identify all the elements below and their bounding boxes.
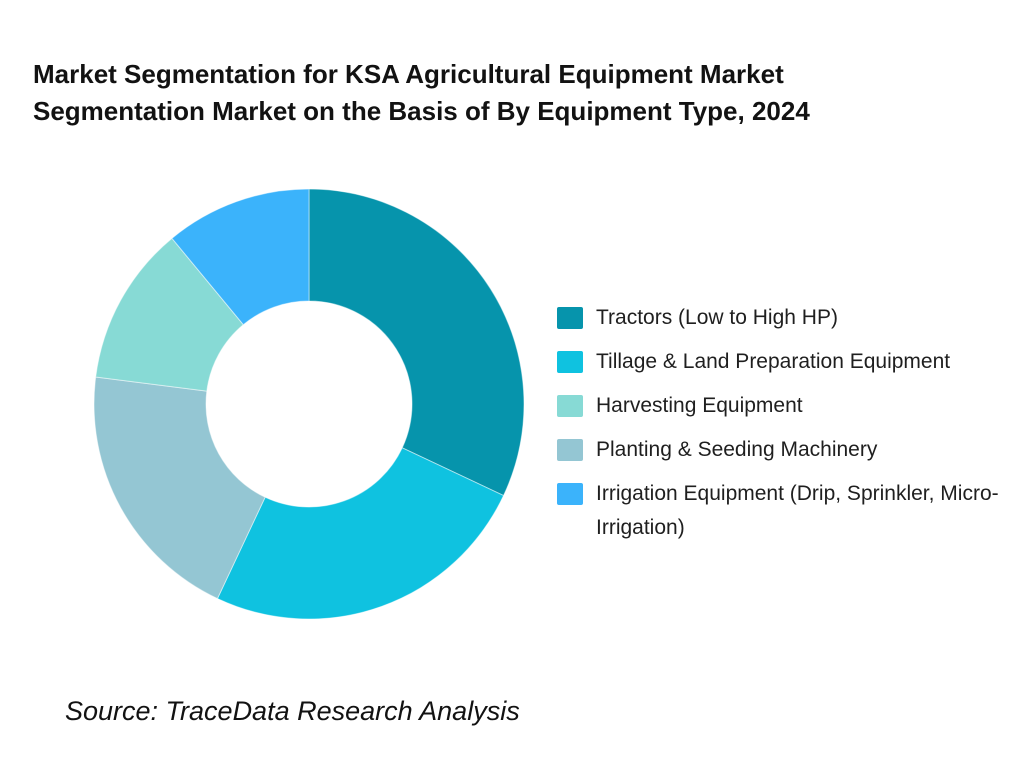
chart-title-line-1: Market Segmentation for KSA Agricultural… (33, 59, 784, 89)
legend-label: Tractors (Low to High HP) (596, 306, 838, 329)
legend-item: Tillage & Land Preparation Equipment (557, 345, 1023, 379)
legend-item: Harvesting Equipment (557, 389, 1023, 423)
chart-legend: Tractors (Low to High HP) Tillage & Land… (557, 301, 1023, 545)
legend-label: Planting & Seeding Machinery (596, 438, 878, 461)
chart-title-line-2: Segmentation Market on the Basis of By E… (33, 96, 810, 126)
legend-swatch (557, 307, 583, 329)
legend-swatch (557, 439, 583, 461)
legend-swatch (557, 483, 583, 505)
legend-swatch (557, 395, 583, 417)
donut-chart-container (92, 187, 526, 621)
legend-item: Planting & Seeding Machinery (557, 433, 1023, 467)
legend-item: Tractors (Low to High HP) (557, 301, 1023, 335)
legend-item: Irrigation Equipment (Drip, Sprinkler, M… (557, 477, 1023, 545)
legend-label: Harvesting Equipment (596, 394, 803, 417)
legend-swatch (557, 351, 583, 373)
pie-slice-5 (171, 188, 310, 326)
legend-label: Tillage & Land Preparation Equipment (596, 350, 951, 373)
pie-slice-1 (308, 188, 525, 497)
pie-slice-3 (93, 376, 266, 600)
pie-slice-2 (216, 447, 505, 620)
source-note: Source: TraceData Research Analysis (65, 696, 520, 726)
legend-label: Irrigation Equipment (Drip, Sprinkler, M… (596, 482, 999, 539)
donut-chart (93, 188, 525, 620)
chart-title: Market Segmentation for KSA Agricultural… (33, 56, 993, 130)
